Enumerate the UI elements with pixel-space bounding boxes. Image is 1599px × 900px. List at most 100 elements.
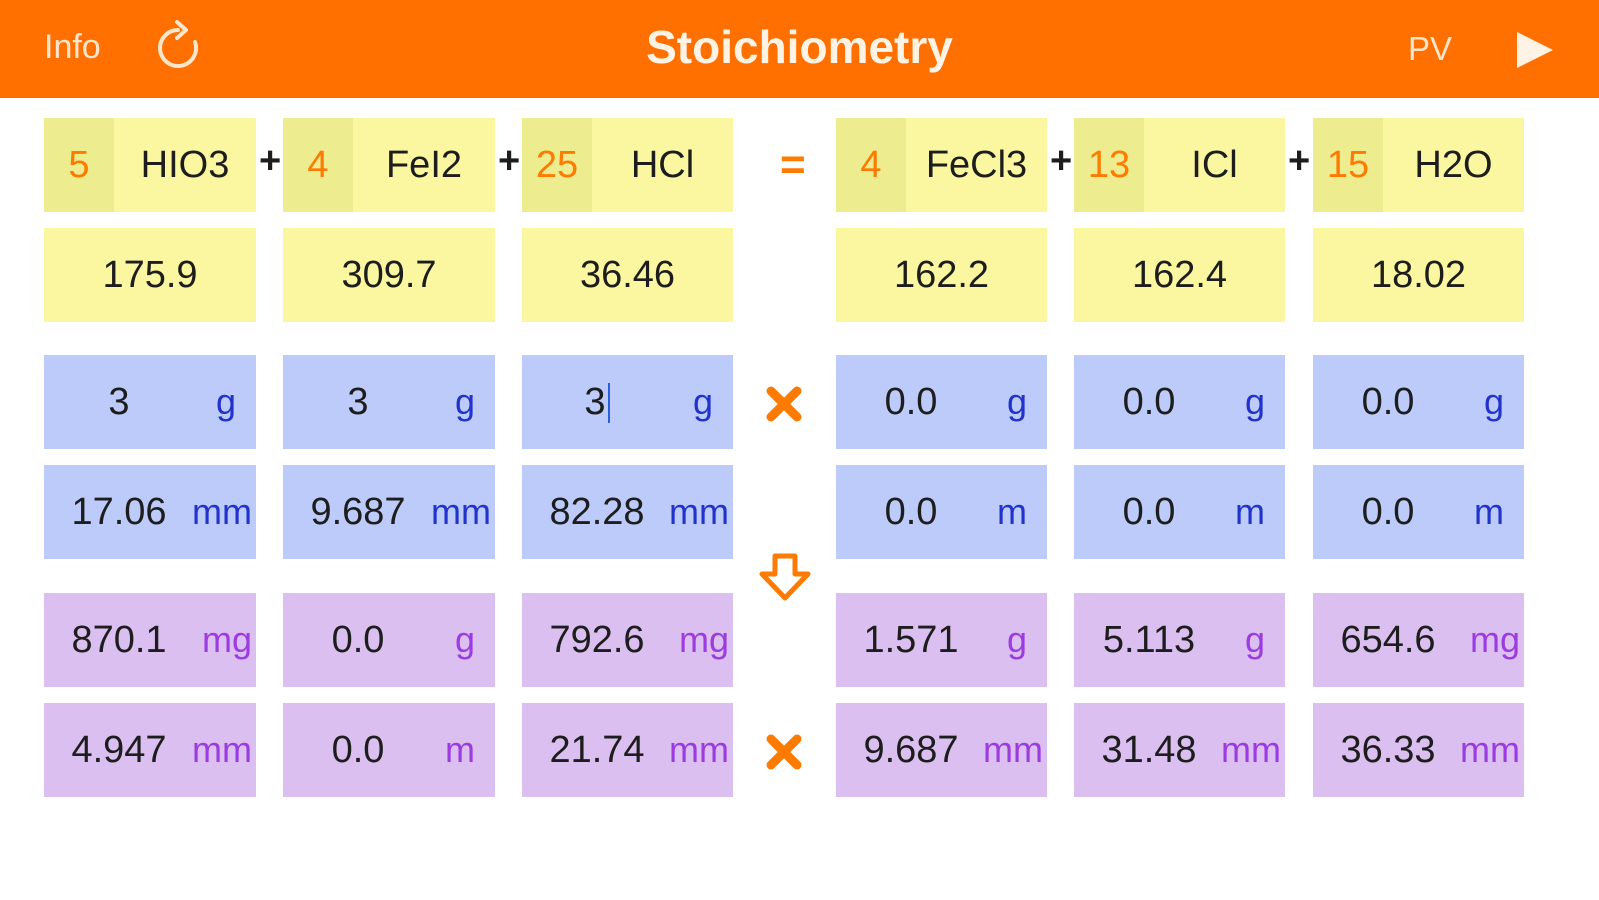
result-mass-unit[interactable]: mg bbox=[1469, 619, 1520, 660]
mass-value: 3 bbox=[347, 380, 369, 423]
mass-value-text: 3 bbox=[584, 380, 606, 423]
molar-mass-field: 162.4 bbox=[1074, 228, 1285, 322]
moles-unit[interactable]: mm bbox=[192, 491, 252, 532]
mass-unit[interactable]: g bbox=[215, 381, 236, 422]
text-cursor bbox=[607, 383, 610, 424]
formula-label: FeCl3 bbox=[925, 143, 1028, 186]
result-mass-field: 654.6 mg bbox=[1313, 593, 1524, 687]
coefficient: 5 bbox=[44, 118, 114, 212]
molar-mass-field: 309.7 bbox=[283, 228, 495, 322]
moles-input[interactable]: 17.06 mm bbox=[44, 465, 256, 559]
result-mass-value: 654.6 bbox=[1340, 618, 1436, 661]
result-moles-field: 21.74 mm bbox=[522, 703, 733, 797]
result-moles-field: 31.48 mm bbox=[1074, 703, 1285, 797]
result-moles-unit[interactable]: m bbox=[445, 729, 475, 770]
plus-sign: + bbox=[1050, 140, 1073, 182]
result-moles-unit[interactable]: mm bbox=[192, 729, 252, 770]
mass-value: 0.0 bbox=[1361, 380, 1415, 423]
coefficient: 15 bbox=[1313, 118, 1383, 212]
molar-mass-field: 18.02 bbox=[1313, 228, 1524, 322]
plus-sign: + bbox=[1288, 140, 1311, 182]
moles-value: 0.0 bbox=[1361, 490, 1415, 533]
result-moles-field: 4.947 mm bbox=[44, 703, 256, 797]
mass-input[interactable]: 3 g bbox=[283, 355, 495, 449]
result-moles-unit[interactable]: mm bbox=[669, 729, 729, 770]
product-2-formula[interactable]: 13 ICl bbox=[1074, 118, 1285, 212]
result-moles-value: 4.947 bbox=[71, 728, 167, 771]
formula-label: ICl bbox=[1191, 143, 1238, 186]
result-moles-value: 31.48 bbox=[1101, 728, 1197, 771]
result-moles-field: 0.0 m bbox=[283, 703, 495, 797]
mass-input[interactable]: 0.0 g bbox=[1074, 355, 1285, 449]
result-mass-unit[interactable]: mg bbox=[678, 619, 729, 660]
molar-mass-field: 175.9 bbox=[44, 228, 256, 322]
result-moles-value: 9.687 bbox=[863, 728, 959, 771]
result-moles-value: 0.0 bbox=[331, 728, 385, 771]
mass-value: 3 bbox=[108, 380, 130, 423]
mass-input[interactable]: 3 g bbox=[44, 355, 256, 449]
moles-value: 0.0 bbox=[884, 490, 938, 533]
info-button[interactable]: Info bbox=[44, 28, 101, 66]
product-1-formula[interactable]: 4 FeCl3 bbox=[836, 118, 1047, 212]
moles-unit[interactable]: mm bbox=[669, 491, 729, 532]
reactant-2-formula[interactable]: 4 FeI2 bbox=[283, 118, 495, 212]
plus-sign: + bbox=[259, 140, 282, 182]
result-moles-value: 36.33 bbox=[1340, 728, 1436, 771]
mass-unit[interactable]: g bbox=[692, 381, 713, 422]
navigation-bar: Info Stoichiometry PV bbox=[0, 0, 1599, 98]
moles-input[interactable]: 82.28 mm bbox=[522, 465, 733, 559]
mass-input[interactable]: 3 g bbox=[522, 355, 733, 449]
moles-unit[interactable]: m bbox=[1235, 491, 1265, 532]
moles-unit[interactable]: m bbox=[1474, 491, 1504, 532]
pv-button[interactable]: PV bbox=[1408, 30, 1453, 67]
coefficient: 25 bbox=[522, 118, 592, 212]
result-mass-value: 5.113 bbox=[1102, 618, 1196, 661]
formula-label: FeI2 bbox=[385, 143, 463, 186]
mass-value: 3 bbox=[522, 381, 672, 424]
coefficient: 4 bbox=[283, 118, 353, 212]
result-mass-field: 792.6 mg bbox=[522, 593, 733, 687]
coefficient: 13 bbox=[1074, 118, 1144, 212]
moles-input[interactable]: 0.0 m bbox=[1313, 465, 1524, 559]
mass-value: 0.0 bbox=[1122, 380, 1176, 423]
down-arrow-icon[interactable] bbox=[758, 552, 812, 602]
moles-input[interactable]: 0.0 m bbox=[836, 465, 1047, 559]
mass-unit[interactable]: g bbox=[1006, 381, 1027, 422]
result-mass-field: 1.571 g bbox=[836, 593, 1047, 687]
coefficient: 4 bbox=[836, 118, 906, 212]
moles-value: 17.06 bbox=[71, 490, 167, 533]
result-moles-unit[interactable]: mm bbox=[1460, 729, 1520, 770]
result-mass-unit[interactable]: g bbox=[454, 619, 475, 660]
result-mass-value: 1.571 bbox=[863, 618, 959, 661]
result-mass-field: 0.0 g bbox=[283, 593, 495, 687]
moles-value: 0.0 bbox=[1122, 490, 1176, 533]
clear-inputs-icon[interactable] bbox=[763, 383, 805, 425]
moles-input[interactable]: 9.687 mm bbox=[283, 465, 495, 559]
mass-input[interactable]: 0.0 g bbox=[1313, 355, 1524, 449]
moles-input[interactable]: 0.0 m bbox=[1074, 465, 1285, 559]
moles-value: 82.28 bbox=[549, 490, 645, 533]
clear-results-icon[interactable] bbox=[763, 731, 805, 773]
result-moles-unit[interactable]: mm bbox=[983, 729, 1043, 770]
mass-unit[interactable]: g bbox=[1483, 381, 1504, 422]
mass-unit[interactable]: g bbox=[1244, 381, 1265, 422]
result-mass-unit[interactable]: g bbox=[1244, 619, 1265, 660]
result-mass-value: 792.6 bbox=[549, 618, 645, 661]
mass-unit[interactable]: g bbox=[454, 381, 475, 422]
play-icon[interactable] bbox=[1513, 28, 1557, 72]
molar-mass-field: 36.46 bbox=[522, 228, 733, 322]
result-moles-unit[interactable]: mm bbox=[1221, 729, 1281, 770]
reactant-3-formula[interactable]: 25 HCl bbox=[522, 118, 733, 212]
product-3-formula[interactable]: 15 H2O bbox=[1313, 118, 1524, 212]
equals-sign: = bbox=[780, 140, 806, 189]
result-mass-field: 870.1 mg bbox=[44, 593, 256, 687]
moles-unit[interactable]: mm bbox=[431, 491, 491, 532]
refresh-icon[interactable] bbox=[150, 20, 206, 76]
mass-input[interactable]: 0.0 g bbox=[836, 355, 1047, 449]
result-mass-field: 5.113 g bbox=[1074, 593, 1285, 687]
reactant-1-formula[interactable]: 5 HIO3 bbox=[44, 118, 256, 212]
moles-unit[interactable]: m bbox=[997, 491, 1027, 532]
result-moles-value: 21.74 bbox=[549, 728, 645, 771]
result-mass-unit[interactable]: g bbox=[1006, 619, 1027, 660]
result-mass-unit[interactable]: mg bbox=[201, 619, 252, 660]
